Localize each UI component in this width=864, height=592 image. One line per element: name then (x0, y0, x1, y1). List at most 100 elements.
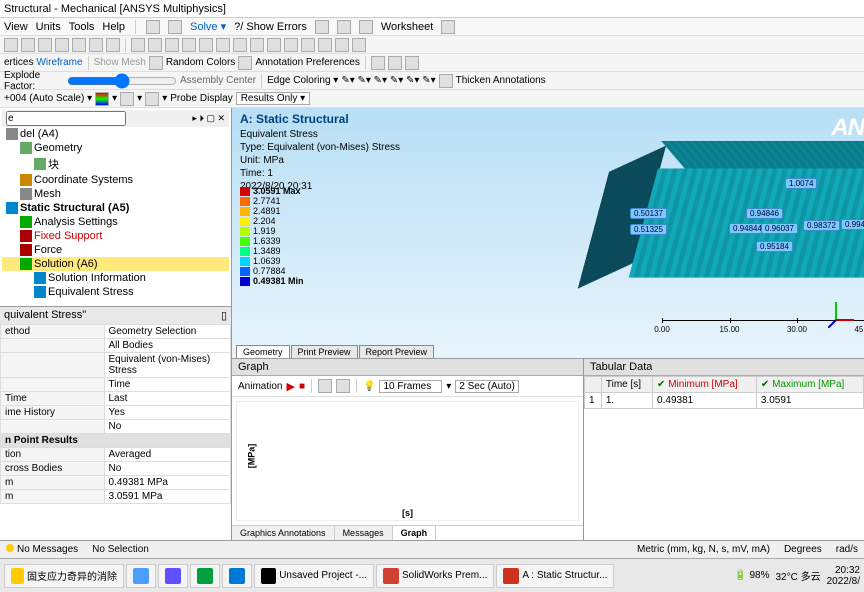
tb-icon[interactable] (284, 38, 298, 52)
tree-item[interactable]: Solution (A6) (2, 257, 229, 271)
toolbar-icon[interactable] (441, 20, 455, 34)
tb-icon[interactable] (250, 38, 264, 52)
graph-canvas[interactable]: [MPa] [s] (236, 401, 579, 521)
tb-icon[interactable] (38, 38, 52, 52)
menu-help[interactable]: Help (102, 21, 125, 33)
tb-icon[interactable] (21, 38, 35, 52)
tb-icon[interactable] (439, 74, 453, 88)
def-history[interactable]: Yes (104, 406, 231, 420)
tb-icon[interactable] (120, 92, 134, 106)
tb-icon[interactable] (233, 38, 247, 52)
tb-icon[interactable] (335, 38, 349, 52)
tb-icon[interactable] (267, 38, 281, 52)
vertices-button[interactable]: ertices (4, 57, 33, 68)
anim-icon[interactable] (336, 379, 350, 393)
tree-item[interactable]: Geometry (2, 141, 229, 155)
weather-status[interactable]: 32°C 多云 (776, 568, 821, 583)
toolbar-icon[interactable] (337, 20, 351, 34)
tree-item[interactable]: Static Structural (A5) (2, 201, 229, 215)
tab-print-preview[interactable]: Print Preview (291, 345, 358, 358)
tree-search-input[interactable] (6, 111, 126, 126)
tb-icon[interactable] (405, 56, 419, 70)
tb-icon[interactable] (182, 38, 196, 52)
menu-view[interactable]: View (4, 21, 28, 33)
degrees-status[interactable]: Degrees (784, 544, 822, 555)
tb-icon[interactable] (106, 38, 120, 52)
taskbar-item[interactable]: SolidWorks Prem... (376, 564, 494, 588)
tree-item[interactable]: Fixed Support (2, 229, 229, 243)
probe-label[interactable]: 0.50137 (630, 208, 667, 219)
play-icon[interactable]: ▶ (286, 380, 294, 393)
taskbar-item[interactable]: Unsaved Project -... (254, 564, 374, 588)
def-time[interactable]: Last (104, 392, 231, 406)
assembly-center[interactable]: Assembly Center (180, 75, 256, 86)
thicken-button[interactable]: Thicken Annotations (456, 75, 546, 86)
scale-dropdown[interactable]: +004 (Auto Scale) ▾ (4, 93, 92, 104)
duration-dropdown[interactable]: 2 Sec (Auto) (455, 380, 519, 393)
tab-graphics-annotations[interactable]: Graphics Annotations (232, 526, 335, 540)
graphics-viewport[interactable]: A: Static Structural Equivalent Stress T… (232, 108, 864, 358)
tb-icon[interactable] (72, 38, 86, 52)
def-by[interactable]: Time (104, 378, 231, 392)
tb-icon[interactable] (301, 38, 315, 52)
anim-icon[interactable] (318, 379, 332, 393)
taskbar-item[interactable]: 固支应力奇异的消除 (4, 564, 124, 588)
toolbar-icon[interactable] (315, 20, 329, 34)
probe-label[interactable]: 0.95184 (756, 241, 793, 252)
tab-report-preview[interactable]: Report Preview (359, 345, 435, 358)
menu-tools[interactable]: Tools (69, 21, 95, 33)
tab-graph[interactable]: Graph (393, 526, 437, 540)
message-indicator-icon[interactable] (6, 544, 14, 552)
tree-item[interactable]: Equivalent Stress (2, 285, 229, 299)
toolbar-icon[interactable] (146, 20, 160, 34)
edge-coloring-button[interactable]: Edge Coloring ▾ (267, 75, 338, 86)
probe-label[interactable]: 0.98372 (803, 220, 840, 231)
axis-triad[interactable] (828, 298, 858, 328)
tb-icon[interactable] (388, 56, 402, 70)
probe-label[interactable]: 0.94846 (746, 208, 783, 219)
taskbar-item[interactable] (190, 564, 220, 588)
tb-icon[interactable] (145, 92, 159, 106)
scope-bodies[interactable]: All Bodies (104, 339, 231, 353)
def-ident[interactable]: No (104, 420, 231, 434)
tb-icon[interactable] (4, 38, 18, 52)
tree-item[interactable]: Solution Information (2, 271, 229, 285)
taskbar-item[interactable] (158, 564, 188, 588)
taskbar-item[interactable] (126, 564, 156, 588)
tb-icon[interactable] (165, 38, 179, 52)
taskbar-item[interactable] (222, 564, 252, 588)
tb-icon[interactable] (89, 38, 103, 52)
tb-icon[interactable] (352, 38, 366, 52)
worksheet-button[interactable]: Worksheet (381, 21, 433, 33)
tb-icon[interactable] (216, 38, 230, 52)
solve-button[interactable]: Solve ▾ (190, 20, 226, 33)
probe-label[interactable]: 0.99442 (841, 219, 864, 230)
tb-icon[interactable] (371, 56, 385, 70)
tree-item[interactable]: Analysis Settings (2, 215, 229, 229)
taskbar-item[interactable]: A : Static Structur... (496, 564, 614, 588)
tb-icon[interactable] (148, 38, 162, 52)
ipr-across[interactable]: No (104, 462, 231, 476)
tab-geometry[interactable]: Geometry (236, 345, 290, 358)
tree-item[interactable]: Coordinate Systems (2, 173, 229, 187)
tb-icon[interactable] (55, 38, 69, 52)
tab-messages[interactable]: Messages (335, 526, 393, 540)
tb-icon[interactable] (131, 38, 145, 52)
random-colors-button[interactable]: Random Colors (166, 57, 235, 68)
wireframe-button[interactable]: Wireframe (36, 57, 82, 68)
probe-button[interactable]: Probe (170, 93, 197, 104)
frames-dropdown[interactable]: 10 Frames (379, 380, 442, 393)
tree-item[interactable]: Mesh (2, 187, 229, 201)
scoping-method[interactable]: Geometry Selection (104, 325, 231, 339)
battery-status[interactable]: 🔋 98% (734, 570, 769, 581)
annotation-prefs-button[interactable]: Annotation Preferences (255, 57, 360, 68)
tree-item[interactable]: 块 (2, 155, 229, 173)
units-status[interactable]: Metric (mm, kg, N, s, mV, mA) (637, 544, 770, 555)
tb-icon[interactable] (199, 38, 213, 52)
results-only-dropdown[interactable]: Results Only ▾ (236, 92, 310, 105)
contour-icon[interactable] (95, 92, 109, 106)
tb-icon[interactable] (238, 56, 252, 70)
probe-label[interactable]: 0.96037 (761, 223, 798, 234)
radians-status[interactable]: rad/s (836, 544, 858, 555)
bulb-icon[interactable]: 💡 (363, 381, 375, 392)
